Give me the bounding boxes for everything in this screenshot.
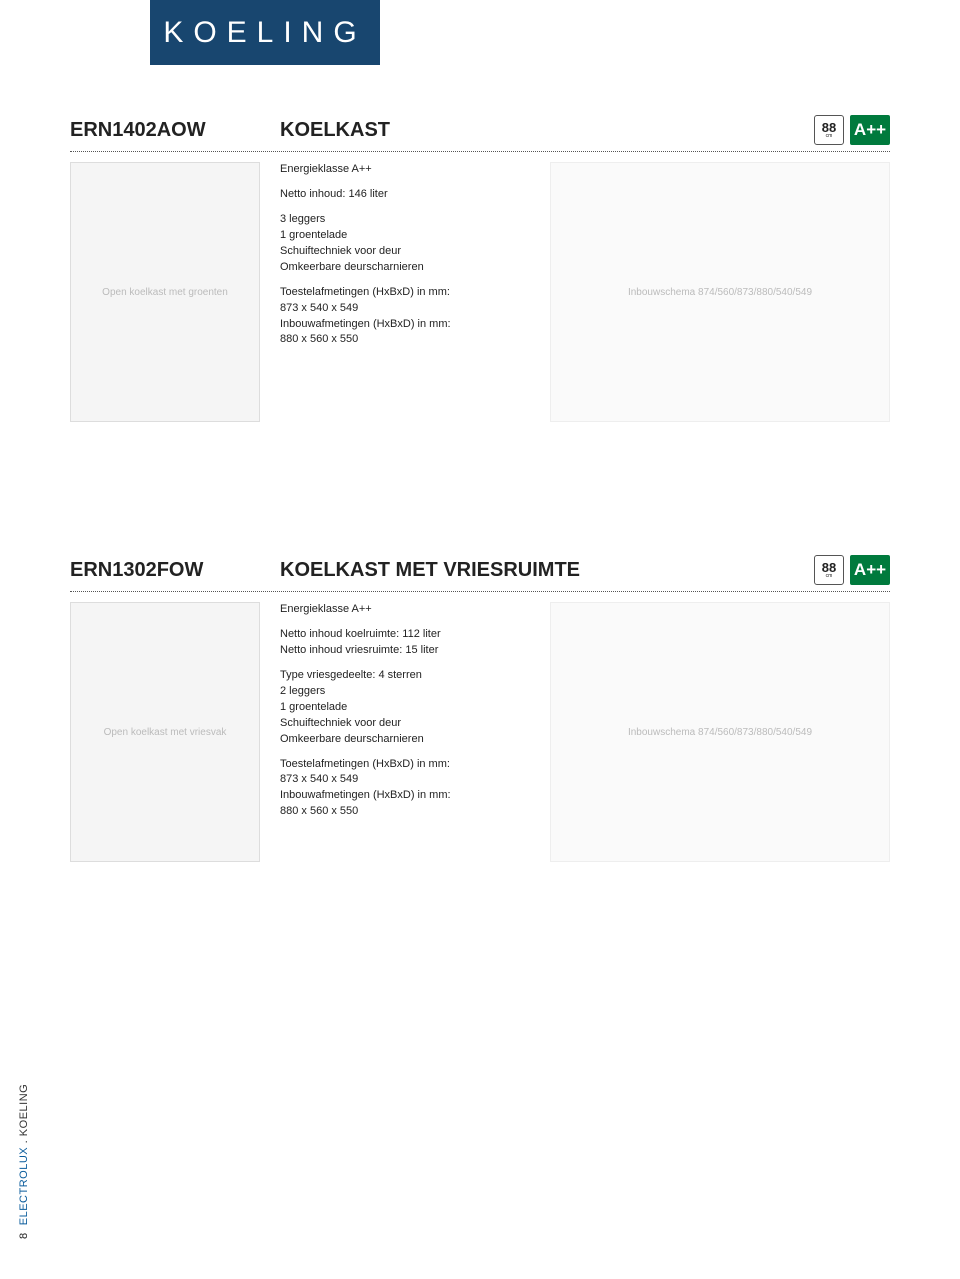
product-image: Open koelkast met groenten	[70, 162, 260, 422]
model-number: ERN1402AOW	[70, 119, 280, 142]
spec-netto: Netto inhoud koelruimte: 112 literNetto …	[280, 627, 540, 659]
height-badge: 88 cm	[814, 115, 844, 145]
product-body: Open koelkast met groenten Energieklasse…	[70, 162, 890, 422]
spec-features: Type vriesgedeelte: 4 sterren2 leggers1 …	[280, 668, 540, 748]
spec-inbouw-val: 880 x 560 x 550	[280, 333, 358, 345]
spec-toestel-val: 873 x 540 x 549	[280, 302, 358, 314]
spec-toestel-val: 873 x 540 x 549	[280, 773, 358, 785]
spec-toestel: Toestelafmetingen (HxBxD) in mm: 873 x 5…	[280, 285, 540, 349]
energy-badge: A++	[850, 115, 890, 145]
product-body: Open koelkast met vriesvak Energieklasse…	[70, 602, 890, 862]
badges: 88 cm A++	[814, 115, 890, 145]
height-unit: cm	[826, 134, 833, 139]
spec-inbouw-label: Inbouwafmetingen (HxBxD) in mm:	[280, 318, 451, 330]
model-number: ERN1302FOW	[70, 559, 280, 582]
spec-toestel: Toestelafmetingen (HxBxD) in mm: 873 x 5…	[280, 757, 540, 821]
specs: Energieklasse A++ Netto inhoud koelruimt…	[280, 602, 540, 862]
spec-netto: Netto inhoud: 146 liter	[280, 187, 540, 203]
spec-energy: Energieklasse A++	[280, 162, 540, 178]
footer-section: KOELING	[18, 1084, 30, 1136]
spec-toestel-label: Toestelafmetingen (HxBxD) in mm:	[280, 758, 450, 770]
spec-features: 3 leggers1 groenteladeSchuiftechniek voo…	[280, 212, 540, 276]
product-type: KOELKAST	[280, 119, 814, 142]
category-tab: KOELING	[150, 0, 380, 65]
badges: 88 cm A++	[814, 555, 890, 585]
dimension-diagram: Inbouwschema 874/560/873/880/540/549	[550, 602, 890, 862]
page-number: 8	[18, 1232, 30, 1239]
product-image: Open koelkast met vriesvak	[70, 602, 260, 862]
height-badge: 88 cm	[814, 555, 844, 585]
diagram-alt: Inbouwschema 874/560/873/880/540/549	[628, 287, 812, 298]
footer-brand: ELECTROLUX	[18, 1147, 30, 1225]
product-block: ERN1302FOW KOELKAST MET VRIESRUIMTE 88 c…	[70, 555, 890, 862]
energy-badge: A++	[850, 555, 890, 585]
spec-inbouw-val: 880 x 560 x 550	[280, 805, 358, 817]
height-unit: cm	[826, 574, 833, 579]
product-heading: ERN1402AOW KOELKAST 88 cm A++	[70, 115, 890, 152]
diagram-alt: Inbouwschema 874/560/873/880/540/549	[628, 727, 812, 738]
dimension-diagram: Inbouwschema 874/560/873/880/540/549	[550, 162, 890, 422]
page-footer: 8 ELECTROLUX . KOELING	[18, 1084, 30, 1239]
spec-toestel-label: Toestelafmetingen (HxBxD) in mm:	[280, 286, 450, 298]
product-heading: ERN1302FOW KOELKAST MET VRIESRUIMTE 88 c…	[70, 555, 890, 592]
spec-inbouw-label: Inbouwafmetingen (HxBxD) in mm:	[280, 789, 451, 801]
specs: Energieklasse A++ Netto inhoud: 146 lite…	[280, 162, 540, 422]
product-type: KOELKAST MET VRIESRUIMTE	[280, 559, 814, 582]
footer-sep: .	[18, 1136, 30, 1143]
spec-energy: Energieklasse A++	[280, 602, 540, 618]
product-block: ERN1402AOW KOELKAST 88 cm A++ Open koelk…	[70, 115, 890, 422]
